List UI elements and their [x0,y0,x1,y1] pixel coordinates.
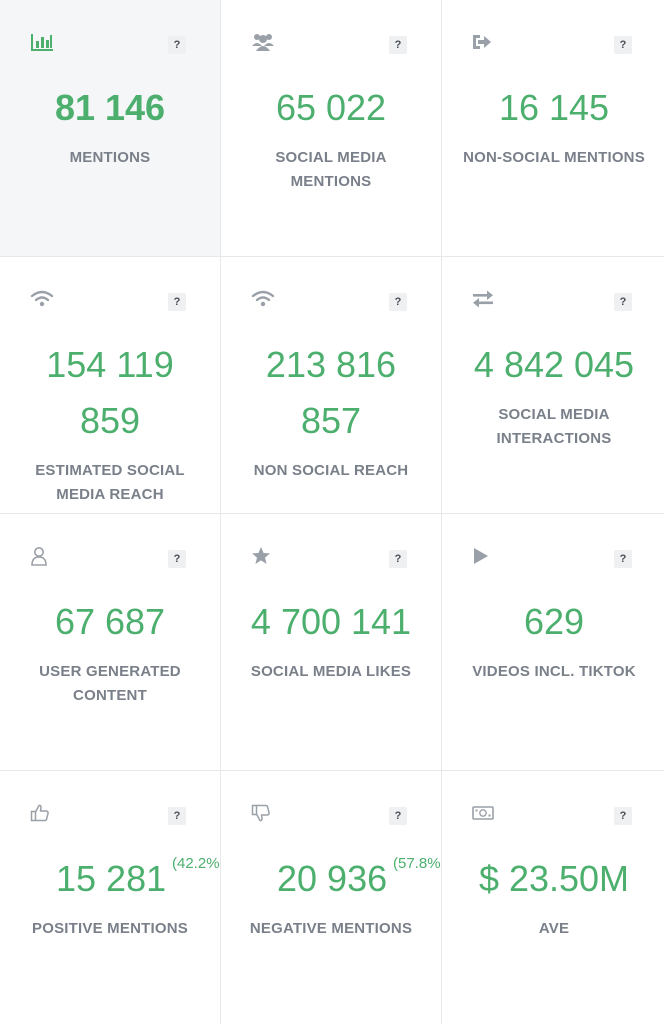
metric-card-non-social-mentions[interactable]: ? 16 145 NON-SOCIAL MENTIONS [442,0,664,256]
help-button[interactable]: ? [389,293,407,311]
metric-card-non-social-reach[interactable]: ? 213 816 857 NON SOCIAL REACH [221,257,441,513]
metric-label: MENTIONS [69,149,151,166]
metric-label: VIDEOS INCL. TIKTOK [472,663,636,680]
wifi-icon [251,287,275,311]
metric-value: 4 700 141 [250,601,412,642]
metric-card-negative-mentions[interactable]: ? 20 936 (57.8% NEGATIVE MENTIONS [221,771,441,1027]
metric-value: 20 936 [277,858,388,899]
users-icon [251,30,275,54]
sentiment-percent: (57.8% [393,855,441,872]
metric-card-social-media-likes[interactable]: ? 4 700 141 SOCIAL MEDIA LIKES [221,514,441,770]
metric-label: SOCIAL MEDIA LIKES [250,663,412,680]
metric-card-videos[interactable]: ? 629 VIDEOS INCL. TIKTOK [442,514,664,770]
help-button[interactable]: ? [168,550,186,568]
help-button[interactable]: ? [614,550,632,568]
metric-value: $ 23.50M [478,858,630,899]
help-button[interactable]: ? [614,36,632,54]
metric-label: POSITIVE MENTIONS [32,920,188,937]
metric-label: SOCIAL MEDIA INTERACTIONS [496,406,612,447]
metric-value: 81 146 [54,87,166,128]
metric-label: NON SOCIAL REACH [253,462,409,479]
user-icon [30,544,54,568]
sentiment-percent: (42.2% [172,855,220,872]
metric-label: NON-SOCIAL MENTIONS [463,149,645,166]
metric-value: 4 842 045 [473,344,635,385]
help-button[interactable]: ? [389,36,407,54]
help-button[interactable]: ? [168,807,186,825]
metric-label: NEGATIVE MENTIONS [249,920,413,937]
metric-value: 213 816 857 [265,344,397,441]
metric-value: 65 022 [275,87,387,128]
bar-chart-icon [30,30,54,54]
help-button[interactable]: ? [389,550,407,568]
metric-label: AVE [538,920,570,937]
metric-value: 629 [523,601,585,642]
metric-card-ave[interactable]: ? $ 23.50M AVE [442,771,664,1027]
help-button[interactable]: ? [614,293,632,311]
metric-value: 15 281 [56,858,167,899]
wifi-icon [30,287,54,311]
metric-label: ESTIMATED SOCIAL MEDIA REACH [35,462,185,503]
metric-value: 154 119 859 [46,344,174,441]
help-button[interactable]: ? [389,807,407,825]
sign-out-icon [472,30,496,54]
thumbs-up-icon [30,801,54,825]
help-button[interactable]: ? [614,807,632,825]
metric-card-social-media-interactions[interactable]: ? 4 842 045 SOCIAL MEDIA INTERACTIONS [442,257,664,513]
metric-card-user-generated-content[interactable]: ? 67 687 USER GENERATED CONTENT [0,514,220,770]
metric-card-mentions[interactable]: ? 81 146 MENTIONS [0,0,220,256]
thumbs-down-icon [251,801,275,825]
money-icon [472,801,496,825]
metric-card-estimated-social-media-reach[interactable]: ? 154 119 859 ESTIMATED SOCIAL MEDIA REA… [0,257,220,513]
help-button[interactable]: ? [168,36,186,54]
metric-label: SOCIAL MEDIA MENTIONS [275,149,387,190]
metric-value: 67 687 [54,601,166,642]
exchange-icon [472,287,496,311]
play-icon [472,544,496,568]
metric-card-social-media-mentions[interactable]: ? 65 022 SOCIAL MEDIA MENTIONS [221,0,441,256]
metric-card-positive-mentions[interactable]: ? 15 281 (42.2% POSITIVE MENTIONS [0,771,220,1027]
help-button[interactable]: ? [168,293,186,311]
metric-label: USER GENERATED CONTENT [39,663,181,704]
metric-value: 16 145 [498,87,610,128]
star-icon [251,544,275,568]
